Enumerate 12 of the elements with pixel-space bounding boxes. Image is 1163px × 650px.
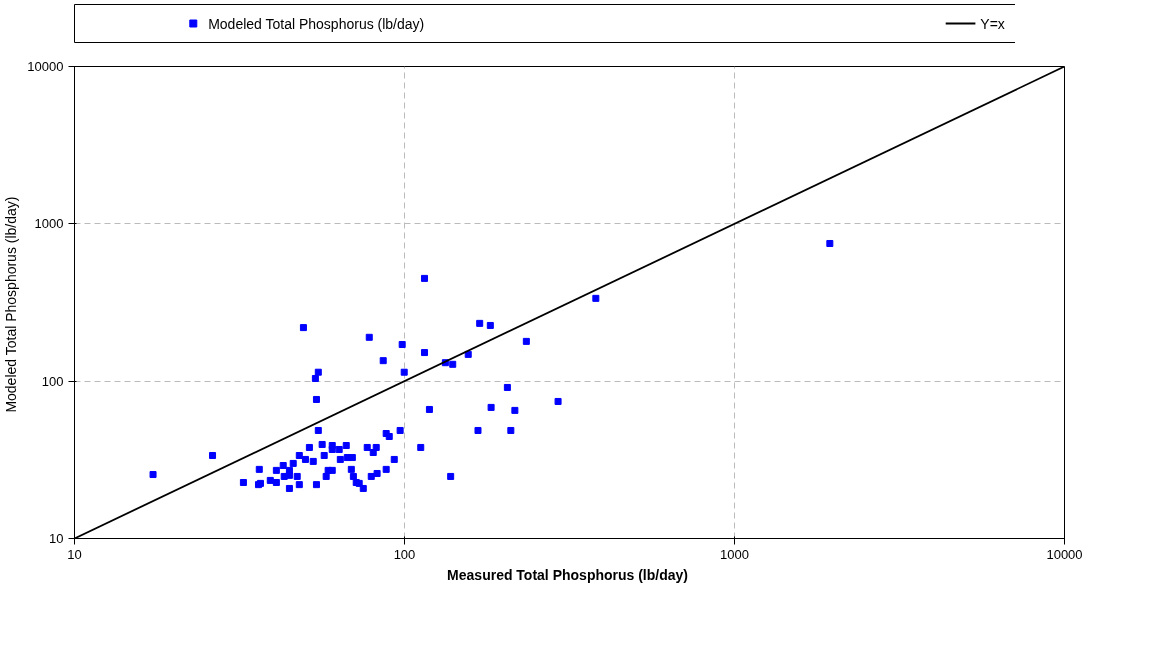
y-tick-label: 100 — [41, 373, 64, 389]
x-tick-label: 100 — [393, 546, 416, 562]
x-axis-title: Measured Total Phosphorus (lb/day) — [447, 566, 689, 583]
x-tick-label: 1000 — [720, 546, 749, 562]
x-tick-label: 10 — [67, 546, 82, 562]
x-tick-label: 10000 — [1046, 546, 1083, 562]
legend-label: Modeled Total Phosphorus (lb/day) — [208, 15, 425, 32]
y-axis-title: Modeled Total Phosphorus (lb/day) — [3, 196, 20, 413]
y-tick-label: 10 — [49, 531, 64, 546]
legend-label: Y=x — [980, 15, 1005, 32]
y-tick-label: 10000 — [27, 59, 64, 74]
y-tick-label: 1000 — [34, 216, 64, 232]
